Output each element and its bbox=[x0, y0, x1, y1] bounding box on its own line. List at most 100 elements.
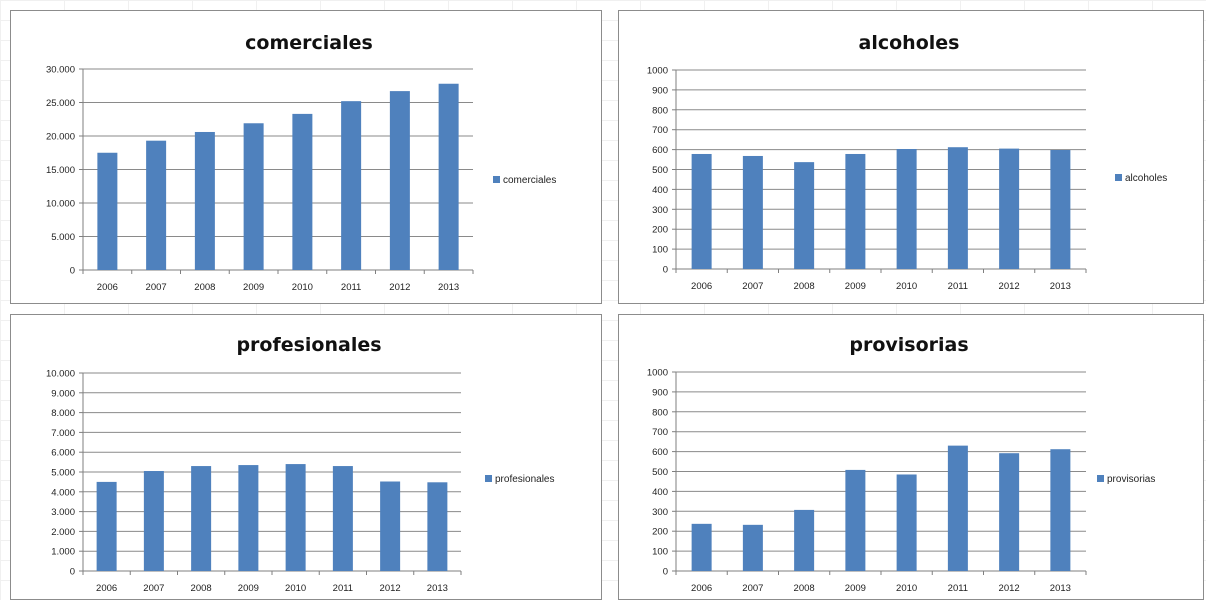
bar bbox=[999, 148, 1020, 269]
chart-comerciales-canvas: comerciales 0 5.000 10.000 15.000 20.000 25.00… bbox=[46, 32, 556, 293]
bar bbox=[238, 465, 259, 571]
y-tick-label: 400 bbox=[652, 487, 668, 498]
bar bbox=[146, 140, 167, 270]
y-tick-label: 3.000 bbox=[51, 507, 75, 518]
x-tick-label: 2013 bbox=[1050, 281, 1071, 292]
y-tick-label: 600 bbox=[652, 447, 668, 458]
x-tick-label: 2007 bbox=[146, 282, 167, 293]
y-tick-label: 500 bbox=[652, 165, 668, 176]
x-tick-label: 2011 bbox=[948, 281, 968, 292]
y-tick-label: 5.000 bbox=[51, 468, 75, 479]
x-tick-label: 2009 bbox=[845, 281, 866, 292]
y-tick-label: 1.000 bbox=[51, 547, 75, 558]
bar bbox=[380, 481, 401, 571]
x-tick-label: 2007 bbox=[143, 583, 164, 594]
x-tick-label: 2012 bbox=[389, 282, 410, 293]
bar bbox=[194, 131, 215, 270]
y-tick-label: 2.000 bbox=[51, 527, 75, 538]
bar bbox=[691, 153, 712, 269]
bar bbox=[285, 464, 306, 571]
y-tick-label: 100 bbox=[652, 245, 668, 256]
y-tick-label: 200 bbox=[652, 527, 668, 538]
bar bbox=[896, 149, 917, 269]
y-tick-label: 9.000 bbox=[51, 388, 75, 399]
y-tick-label: 30.000 bbox=[46, 65, 75, 76]
chart-provisorias-canvas: provisorias 0 100 200 300 400 500 600 700 800 900 1… bbox=[647, 334, 1156, 594]
chart-provisorias[interactable]: provisorias 0 100 200 300 400 500 600 700 800 900 1… bbox=[618, 314, 1204, 600]
x-tick-label: 2006 bbox=[96, 583, 117, 594]
legend-swatch bbox=[1097, 475, 1104, 482]
bar bbox=[292, 113, 313, 270]
x-tick-label: 2008 bbox=[794, 281, 815, 292]
legend-swatch bbox=[485, 475, 492, 482]
y-tick-label: 700 bbox=[652, 427, 668, 438]
y-tick-label: 600 bbox=[652, 145, 668, 156]
y-tick-label: 900 bbox=[652, 387, 668, 398]
y-tick-label: 8.000 bbox=[51, 408, 75, 419]
x-tick-label: 2008 bbox=[194, 282, 215, 293]
x-tick-label: 2010 bbox=[285, 583, 306, 594]
legend-label: provisorias bbox=[1107, 474, 1155, 485]
x-tick-label: 2011 bbox=[948, 583, 968, 594]
bar bbox=[845, 469, 866, 571]
y-tick-label: 1000 bbox=[647, 66, 668, 77]
x-tick-label: 2010 bbox=[896, 583, 917, 594]
x-tick-label: 2007 bbox=[742, 281, 763, 292]
y-tick-label: 0 bbox=[663, 567, 668, 578]
bar bbox=[332, 466, 353, 571]
y-tick-label: 900 bbox=[652, 85, 668, 96]
bar bbox=[896, 474, 917, 571]
chart-title: profesionales bbox=[236, 334, 381, 356]
chart-title: alcoholes bbox=[859, 32, 960, 54]
y-tick-label: 200 bbox=[652, 225, 668, 236]
chart-alcoholes[interactable]: alcoholes 0 100 200 300 400 500 600 700 800 900 100… bbox=[618, 10, 1204, 304]
bar bbox=[1050, 149, 1071, 269]
y-tick-label: 10.000 bbox=[46, 199, 75, 210]
y-tick-label: 400 bbox=[652, 185, 668, 196]
y-tick-label: 300 bbox=[652, 205, 668, 216]
x-tick-label: 2009 bbox=[243, 282, 264, 293]
legend-label: comerciales bbox=[503, 175, 556, 186]
x-tick-label: 2013 bbox=[427, 583, 448, 594]
x-tick-label: 2013 bbox=[438, 282, 459, 293]
bar bbox=[427, 482, 448, 571]
chart-title: provisorias bbox=[849, 334, 968, 356]
bar bbox=[691, 523, 712, 571]
x-tick-label: 2008 bbox=[794, 583, 815, 594]
y-tick-label: 0 bbox=[70, 567, 75, 578]
legend-label: profesionales bbox=[495, 474, 554, 485]
legend-swatch bbox=[1115, 174, 1122, 181]
y-tick-label: 0 bbox=[663, 265, 668, 276]
y-tick-label: 0 bbox=[70, 266, 75, 277]
x-tick-label: 2011 bbox=[333, 583, 353, 594]
x-tick-label: 2011 bbox=[341, 282, 361, 293]
bar bbox=[947, 445, 968, 571]
y-tick-label: 25.000 bbox=[46, 98, 75, 109]
y-tick-label: 6.000 bbox=[51, 448, 75, 459]
x-tick-label: 2012 bbox=[380, 583, 401, 594]
x-tick-label: 2006 bbox=[691, 583, 712, 594]
bar bbox=[845, 153, 866, 269]
y-tick-label: 15.000 bbox=[46, 165, 75, 176]
chart-comerciales[interactable]: comerciales 0 5.000 10.000 15.000 20.000 25.00… bbox=[10, 10, 602, 304]
y-tick-label: 100 bbox=[652, 547, 668, 558]
legend-label: alcoholes bbox=[1125, 173, 1167, 184]
bar bbox=[742, 155, 763, 269]
bar bbox=[999, 453, 1020, 571]
y-tick-label: 300 bbox=[652, 507, 668, 518]
x-tick-label: 2012 bbox=[999, 281, 1020, 292]
legend-swatch bbox=[493, 176, 500, 183]
y-tick-label: 800 bbox=[652, 105, 668, 116]
y-tick-label: 500 bbox=[652, 467, 668, 478]
y-tick-label: 1000 bbox=[647, 368, 668, 379]
x-tick-label: 2008 bbox=[191, 583, 212, 594]
y-tick-label: 5.000 bbox=[51, 232, 75, 243]
y-tick-label: 800 bbox=[652, 407, 668, 418]
y-tick-label: 700 bbox=[652, 125, 668, 136]
x-tick-label: 2013 bbox=[1050, 583, 1071, 594]
chart-profesionales[interactable]: profesionales 0 1.000 2.000 3.000 4.000 5.000 6… bbox=[10, 314, 602, 600]
bar bbox=[96, 481, 117, 571]
x-tick-label: 2007 bbox=[742, 583, 763, 594]
y-tick-label: 20.000 bbox=[46, 132, 75, 143]
bar bbox=[191, 466, 212, 571]
